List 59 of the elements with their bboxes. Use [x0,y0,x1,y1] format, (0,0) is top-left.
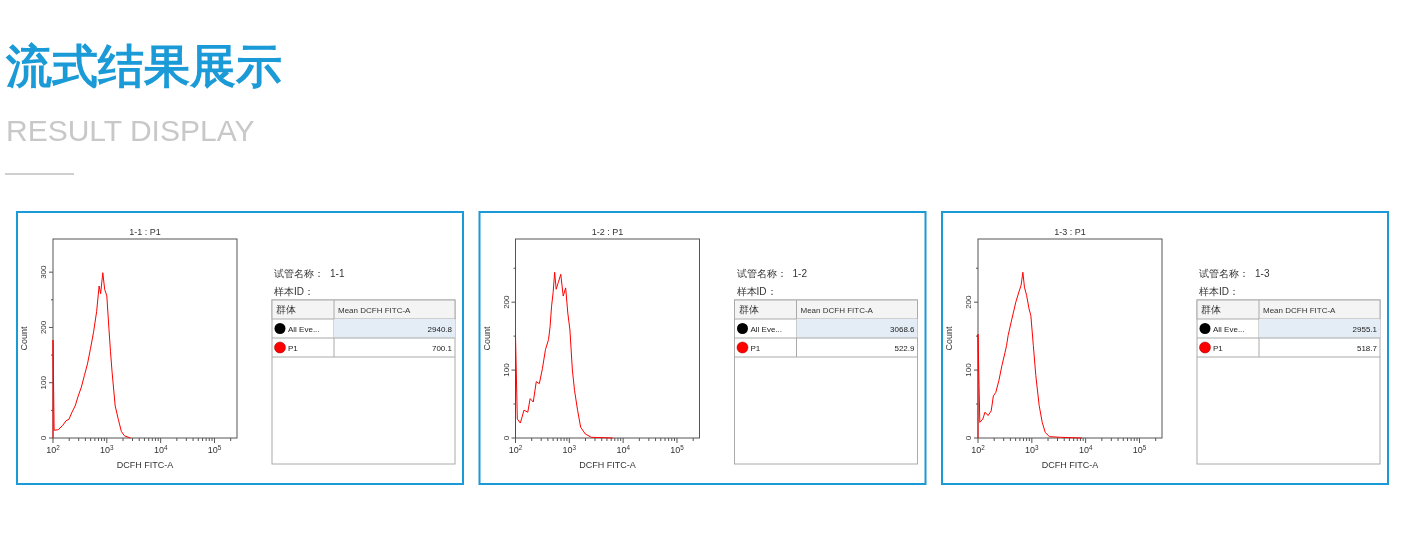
text: 试管名称： [736,268,787,279]
text: 3068.6 [890,324,916,334]
chart-title: 1-3 : P1 [1054,227,1086,237]
text: All Eve... [750,324,783,334]
y-axis-title: Count [944,326,954,351]
y-tick-label: 0 [501,435,511,441]
y-tick-label: 200 [501,294,511,309]
x-tick-label: 10$^{4}$ [153,443,168,455]
x-axis-title: DCFH FITC-A [579,460,636,470]
text: Mean DCFH FITC-A [338,306,412,315]
x-tick-label: 10$^{5}$ [207,443,222,455]
x-tick-label: 10$^{3}$ [562,443,577,455]
x-axis-title: DCFH FITC-A [1041,460,1099,470]
y-tick-label: 300 [39,264,48,279]
x-tick-label: 10$^{3}$ [100,443,115,455]
y-tick-label: 100 [964,362,973,377]
text: 试管名称： [274,268,324,279]
text: 试管名称： [1199,268,1249,279]
text: 流式结果展示 [5,40,282,92]
text: P1 [1213,343,1224,353]
text: 1-2 [792,268,808,279]
text: P1 [750,343,761,353]
text: All Eve... [288,324,320,334]
chart-title: 1-1 : P1 [129,227,161,237]
y-tick-label: 100 [501,362,511,377]
chart-title: 1-2 : P1 [591,227,624,237]
text: 2940.8 [427,324,453,334]
text: 群体 [1201,304,1221,315]
y-axis-title: Count [19,326,29,351]
text: 2955.1 [1352,324,1378,334]
x-axis-title: DCFH FITC-A [116,460,174,470]
x-tick-label: 10$^{3}$ [1025,443,1040,455]
x-tick-label: 10$^{5}$ [670,443,685,455]
x-tick-label: 10$^{4}$ [1078,443,1093,455]
x-tick-label: 10$^{4}$ [616,443,631,455]
text: 1-1 [330,268,345,279]
y-tick-label: 0 [39,435,48,441]
text: All Eve... [1213,324,1245,334]
y-tick-label: 200 [964,294,973,309]
text: 样本ID： [274,286,314,297]
x-tick-label: 10$^{5}$ [1132,443,1147,455]
text: 样本ID： [736,286,777,297]
text: 1-3 [1255,268,1270,279]
text: 700.1 [431,343,453,353]
x-tick-label: 10$^{2}$ [971,443,986,455]
x-tick-label: 10$^{2}$ [508,443,523,455]
y-axis-title: Count [481,326,492,351]
text: Mean DCFH FITC-A [800,306,874,315]
text: P1 [288,343,299,353]
text: 518.7 [1356,343,1378,353]
y-tick-label: 200 [39,320,48,335]
text: 样本ID： [1199,286,1239,297]
text: Mean DCFH FITC-A [1263,306,1337,315]
text: 群体 [276,304,296,315]
text: 522.9 [894,343,916,353]
text: 群体 [738,304,759,315]
y-tick-label: 0 [964,435,973,441]
x-tick-label: 10$^{2}$ [46,443,61,455]
y-tick-label: 100 [39,375,48,390]
